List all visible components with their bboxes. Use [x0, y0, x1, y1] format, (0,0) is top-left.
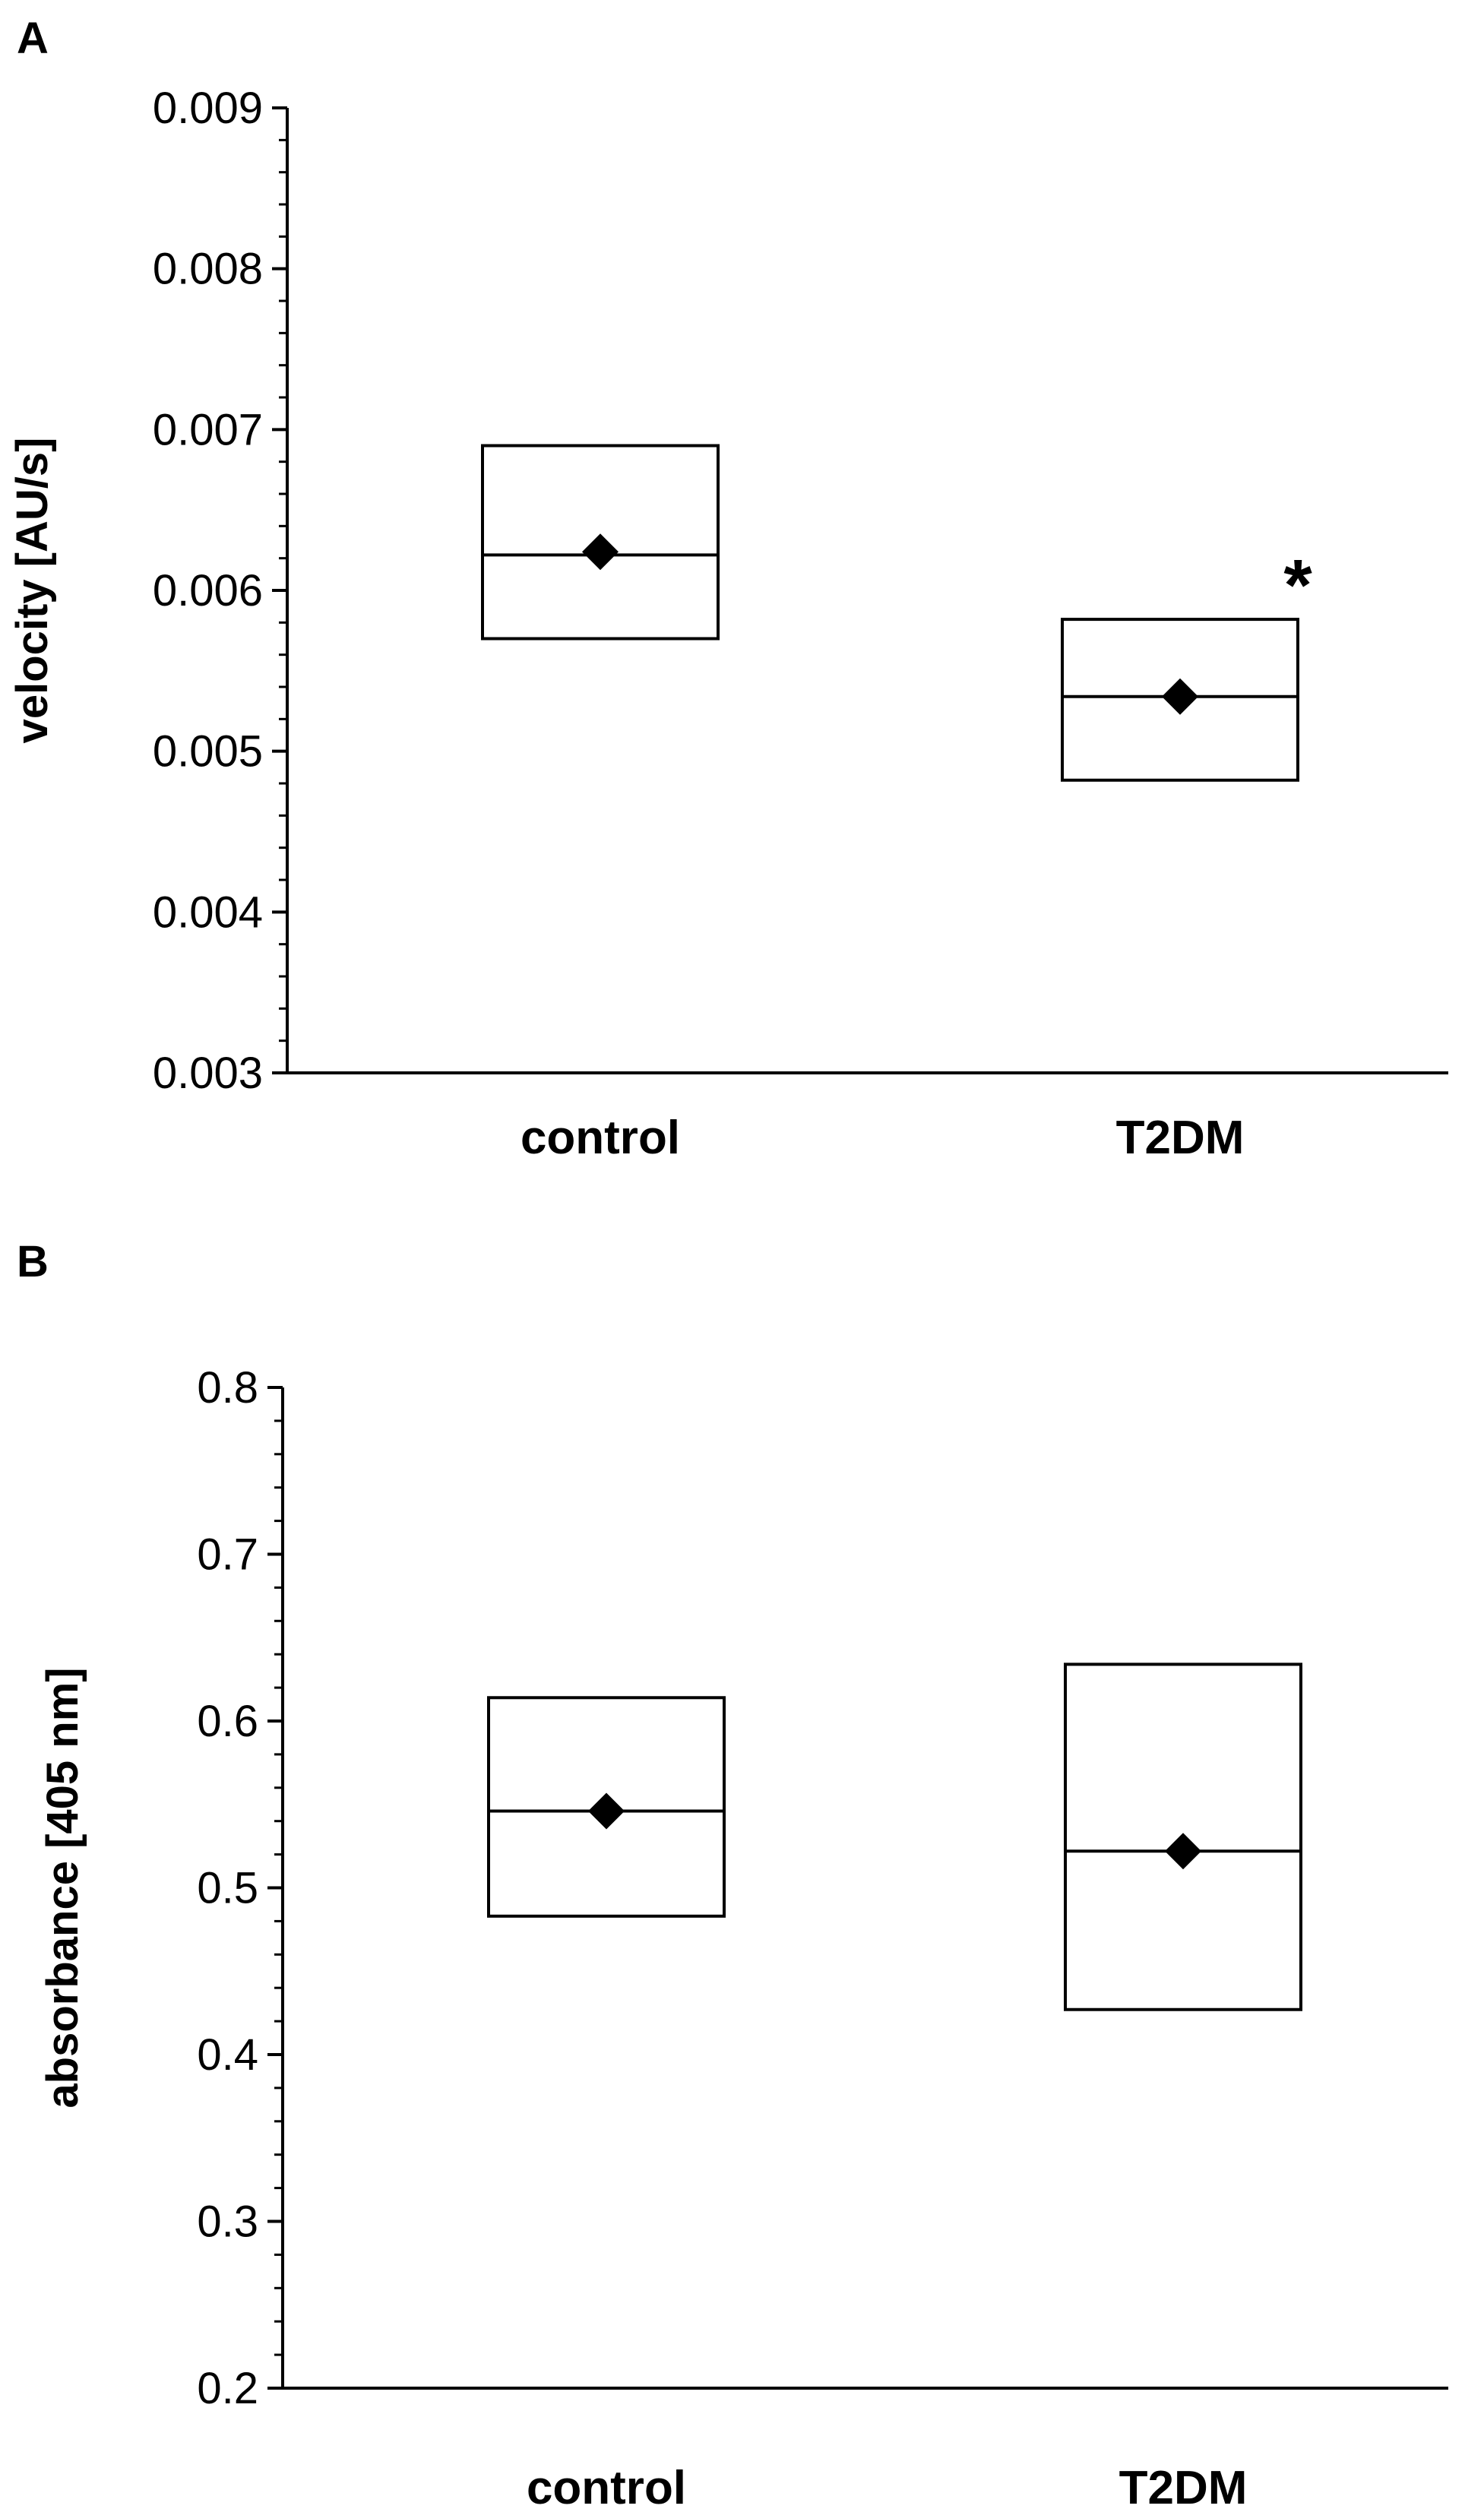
- y-tick-label: 0.009: [153, 84, 263, 133]
- x-category-label: control: [527, 2462, 686, 2512]
- y-tick-label: 0.003: [153, 1049, 263, 1098]
- panel-label: B: [17, 1237, 49, 1286]
- mean-marker-control: [588, 1792, 625, 1830]
- x-category-label: T2DM: [1116, 1112, 1245, 1164]
- box-T2DM: [1064, 1663, 1302, 2011]
- mean-marker-T2DM: [1165, 1833, 1201, 1870]
- y-tick-label: 0.6: [197, 1697, 258, 1746]
- y-axis-title: velocity [AU/s]: [8, 438, 57, 744]
- panel-b: B 0.2 0.3 0.4 0.5 0.6 0.7 0.8 absorbance [405 nm…: [17, 1237, 1448, 2512]
- panel-label: A: [17, 14, 49, 63]
- y-tick-label: 0.7: [197, 1530, 258, 1580]
- y-tick-label: 0.8: [197, 1363, 258, 1413]
- x-category-label: control: [521, 1112, 680, 1164]
- y-tick-label: 0.004: [153, 887, 263, 937]
- y-tick-label: 0.2: [197, 2364, 258, 2413]
- box-T2DM: [1061, 618, 1299, 782]
- box-control: [481, 444, 720, 641]
- mean-marker-T2DM: [1162, 678, 1198, 715]
- box-control: [487, 1696, 726, 1918]
- mean-marker-control: [582, 533, 619, 571]
- y-tick-label: 0.5: [197, 1864, 258, 1913]
- y-axis-title: absorbance [405 nm]: [38, 1667, 87, 2108]
- y-tick-label: 0.007: [153, 405, 263, 454]
- y-tick-label: 0.4: [197, 2030, 258, 2080]
- y-tick-label: 0.008: [153, 245, 263, 294]
- y-tick-label: 0.3: [197, 2197, 258, 2247]
- y-tick-label: 0.005: [153, 727, 263, 777]
- panel-a: A 0.003 0.004 0.005 0.006 0.007 0.008 0.009 velo…: [8, 14, 1448, 1164]
- y-tick-label: 0.006: [153, 566, 263, 615]
- x-category-label: T2DM: [1119, 2462, 1248, 2512]
- significance-marker: *: [1283, 545, 1312, 626]
